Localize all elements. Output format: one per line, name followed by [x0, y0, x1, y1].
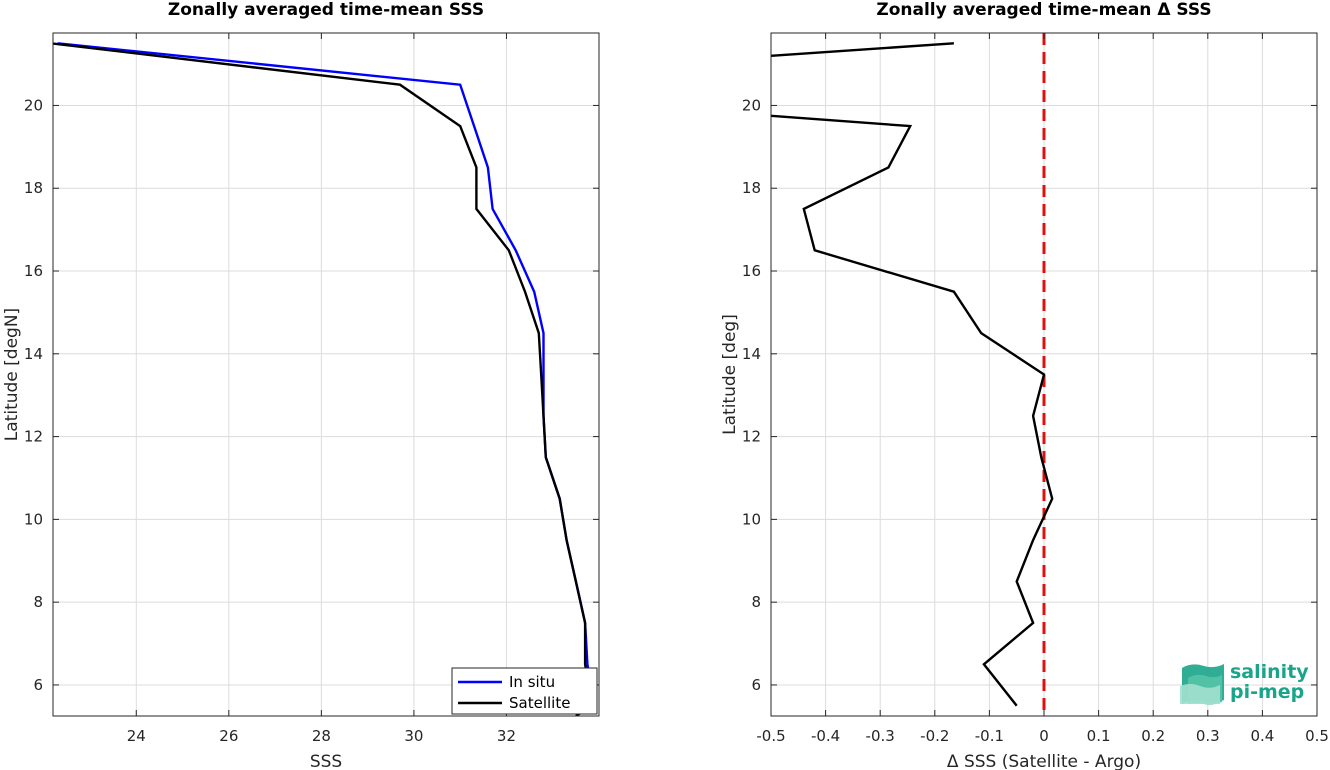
left-ticks: 24 26 28 30 32 6 8 10 12 14 16 18 20: [24, 33, 599, 745]
y-tick-label: 16: [742, 262, 761, 280]
logo-wave-icon: [1180, 664, 1224, 705]
y-tick-label: 8: [33, 593, 43, 611]
x-tick-label: 0.5: [1305, 727, 1329, 745]
y-tick-label: 16: [24, 262, 43, 280]
x-tick-label: -0.3: [866, 727, 895, 745]
salinity-pi-mep-logo: salinity pi-mep: [1180, 661, 1309, 705]
x-tick-label: 0.2: [1141, 727, 1165, 745]
y-tick-label: 20: [742, 96, 761, 114]
right-chart-panel: -0.5 -0.4 -0.3 -0.2 -0.1 0 0.1 0.2 0.3 0.4 0.5 6 8 10…: [720, 0, 1329, 770]
y-tick-label: 12: [24, 428, 43, 446]
y-tick-label: 10: [742, 510, 761, 528]
y-tick-label: 6: [33, 676, 43, 694]
x-tick-label: -0.4: [811, 727, 840, 745]
left-x-axis-label: SSS: [310, 752, 342, 770]
x-tick-label: -0.5: [756, 727, 785, 745]
right-ticks: -0.5 -0.4 -0.3 -0.2 -0.1 0 0.1 0.2 0.3 0.4 0.5 6 8 10…: [742, 33, 1329, 745]
x-tick-label: 0.1: [1087, 727, 1111, 745]
x-tick-label: -0.2: [920, 727, 949, 745]
series-line-delta-1: [771, 42, 954, 57]
right-x-axis-label: Δ SSS (Satellite - Argo): [947, 752, 1141, 770]
left-chart-title: Zonally averaged time-mean SSS: [168, 0, 484, 20]
right-y-axis-label: Latitude [deg]: [720, 314, 740, 435]
x-tick-label: 28: [312, 727, 331, 745]
legend-label-satellite: Satellite: [509, 694, 570, 712]
legend: In situ Satellite: [451, 667, 598, 715]
x-tick-label: 0.4: [1250, 727, 1274, 745]
logo-line1: salinity: [1230, 661, 1309, 683]
left-chart-panel: 24 26 28 30 32 6 8 10 12 14 16 18 20 Zonally average…: [2, 0, 600, 770]
y-tick-label: 12: [742, 428, 761, 446]
y-tick-label: 6: [751, 676, 761, 694]
left-plot-border: [52, 32, 600, 717]
y-tick-label: 14: [24, 345, 43, 363]
y-tick-label: 14: [742, 345, 761, 363]
logo-line2: pi-mep: [1230, 681, 1304, 703]
y-tick-label: 18: [742, 179, 761, 197]
y-tick-label: 20: [24, 96, 43, 114]
y-tick-label: 10: [24, 510, 43, 528]
left-grid: [53, 33, 599, 716]
x-tick-label: 24: [127, 727, 146, 745]
series-line-delta-0: [771, 114, 1054, 707]
right-chart-title: Zonally averaged time-mean Δ SSS: [876, 0, 1211, 20]
left-y-axis-label: Latitude [degN]: [2, 308, 22, 441]
y-tick-label: 18: [24, 179, 43, 197]
right-series-lines: [771, 42, 1054, 707]
x-tick-label: 32: [497, 727, 516, 745]
x-tick-label: -0.1: [975, 727, 1004, 745]
x-tick-label: 26: [219, 727, 238, 745]
left-plot-area: [53, 33, 599, 716]
y-tick-label: 8: [751, 593, 761, 611]
x-tick-label: 0.3: [1196, 727, 1220, 745]
legend-box: [451, 667, 598, 715]
x-tick-label: 0: [1039, 727, 1049, 745]
left-series-lines: [53, 42, 596, 716]
x-tick-label: 30: [404, 727, 423, 745]
series-line-satellite: [53, 42, 594, 716]
legend-label-in-situ: In situ: [509, 673, 555, 691]
